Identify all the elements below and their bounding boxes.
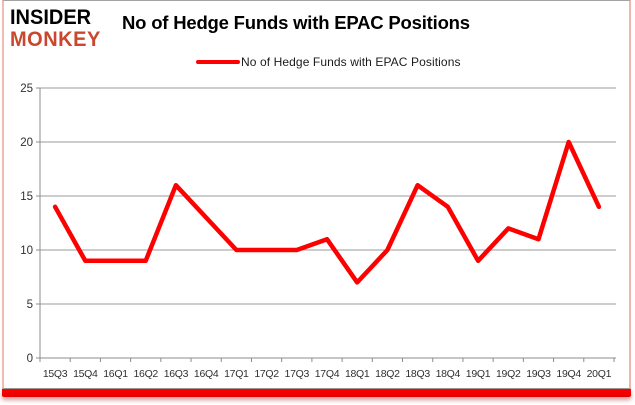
legend-label: No of Hedge Funds with EPAC Positions (241, 55, 461, 69)
insider-monkey-logo: INSIDER MONKEY (10, 5, 101, 52)
logo-line-insider: INSIDER (10, 5, 92, 30)
chart-legend: No of Hedge Funds with EPAC Positions (196, 55, 461, 69)
bottom-red-bar (2, 389, 631, 397)
logo-line-monkey: MONKEY (10, 27, 101, 52)
legend-line-swatch (196, 60, 240, 64)
chart-title: No of Hedge Funds with EPAC Positions (122, 12, 470, 33)
